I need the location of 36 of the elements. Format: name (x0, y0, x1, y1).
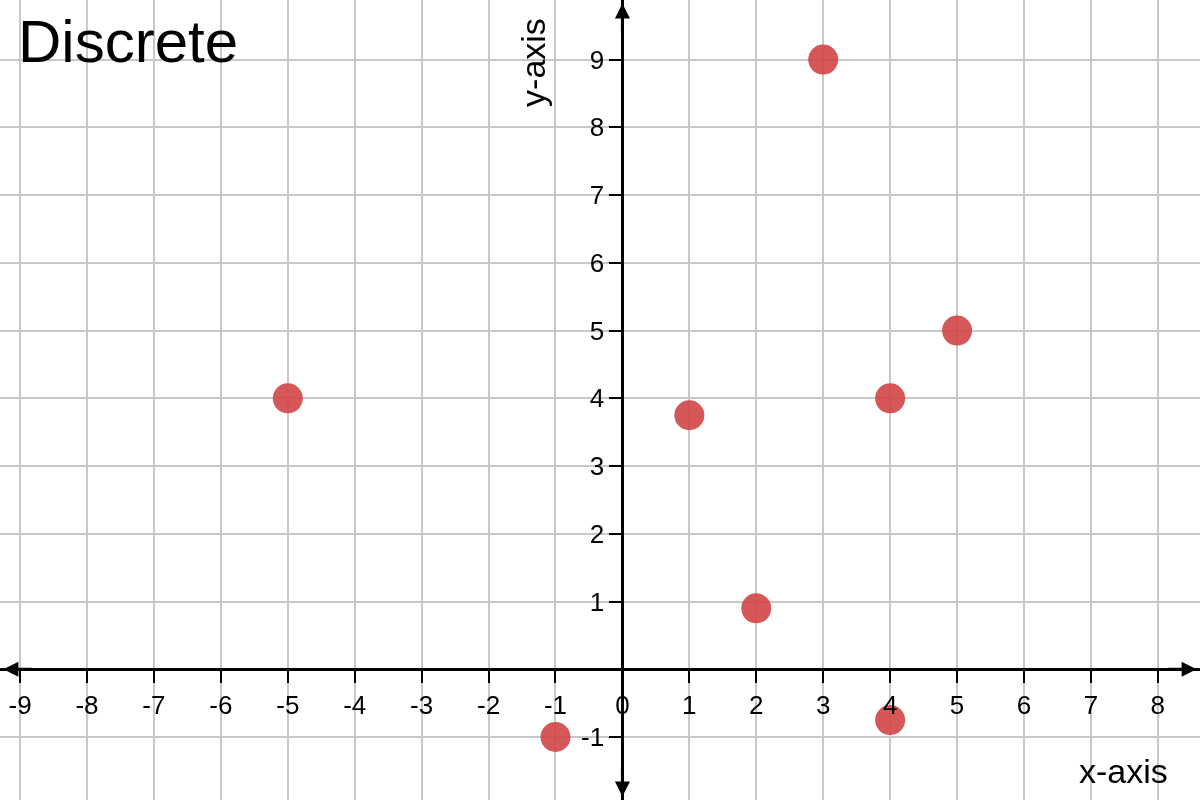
x-tick-label: 3 (815, 690, 831, 721)
point (942, 315, 973, 346)
x-tick-label: 5 (949, 690, 965, 721)
x-axis-title: x-axis (1079, 752, 1168, 790)
x-tick-label: 7 (1083, 690, 1099, 721)
y-tick-label: 7 (589, 180, 605, 211)
point (674, 400, 705, 431)
y-tick-label: 3 (589, 451, 605, 482)
chart-title: Discrete (18, 8, 239, 75)
point (741, 593, 772, 624)
y-tick-label: 2 (589, 518, 605, 549)
point (875, 383, 906, 414)
y-axis-title: y-axis (513, 18, 552, 107)
point (808, 44, 839, 75)
point (540, 722, 571, 752)
y-tick-label: -1 (581, 722, 605, 753)
x-tick-label: -6 (209, 690, 233, 721)
y-tick-label: 5 (589, 315, 605, 346)
y-tick-label: 1 (589, 586, 605, 617)
x-tick-label: -1 (543, 690, 568, 721)
x-tick-label: -7 (142, 690, 166, 721)
x-tick-label: -9 (8, 690, 32, 721)
x-tick-label: -4 (343, 690, 367, 721)
x-tick-label: -5 (276, 690, 300, 721)
y-tick-label: 6 (589, 247, 605, 278)
y-tick-label: 8 (589, 112, 605, 143)
x-tick-label: 2 (749, 690, 764, 721)
y-tick-label: 4 (589, 383, 605, 414)
x-tick-label: 6 (1016, 690, 1032, 721)
point (272, 383, 303, 414)
x-tick-label: -2 (477, 690, 501, 721)
y-tick-label: 9 (589, 44, 605, 75)
x-tick-label: -3 (410, 690, 434, 721)
x-tick-label: 1 (682, 690, 697, 721)
x-tick-label: 8 (1150, 690, 1166, 721)
x-tick-label: -8 (75, 690, 99, 721)
